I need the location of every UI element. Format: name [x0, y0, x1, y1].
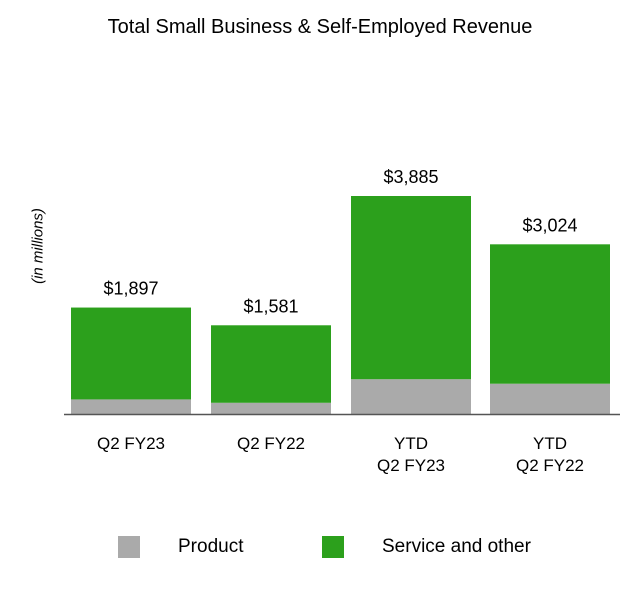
bar-product-0: [71, 399, 191, 414]
bar-service-2: [351, 196, 471, 380]
x-tick-label-0: Q2 FY23: [97, 434, 165, 453]
x-tick-label-3: YTD Q2 FY22: [516, 434, 584, 475]
chart-title: Total Small Business & Self-Employed Rev…: [107, 16, 533, 38]
total-label-2: $3,885: [383, 167, 438, 187]
bar-product-1: [211, 402, 331, 414]
bar-product-2: [351, 379, 471, 414]
legend-label-product: Product: [178, 536, 244, 557]
legend-label-service: Service and other: [382, 536, 531, 557]
legend-item-product: Product: [118, 536, 243, 558]
bar-service-0: [71, 307, 191, 400]
total-label-1: $1,581: [243, 296, 298, 316]
total-label-3: $3,024: [522, 215, 577, 235]
total-label-0: $1,897: [103, 279, 158, 299]
x-tick-label-1: Q2 FY22: [237, 434, 305, 453]
bar-service-1: [211, 325, 331, 403]
legend-item-service: Service and other: [322, 536, 531, 558]
bar-product-3: [490, 383, 610, 414]
legend: Product Service and other: [0, 536, 640, 564]
bar-chart: $1,897 Q2 FY23 $1,581 Q2 FY22 $3,885 YTD Q2 FY…: [64, 167, 620, 475]
legend-swatch-product: [118, 536, 140, 558]
bar-service-3: [490, 244, 610, 384]
legend-swatch-service: [322, 536, 344, 558]
x-tick-label-2: YTD Q2 FY23: [377, 434, 445, 475]
